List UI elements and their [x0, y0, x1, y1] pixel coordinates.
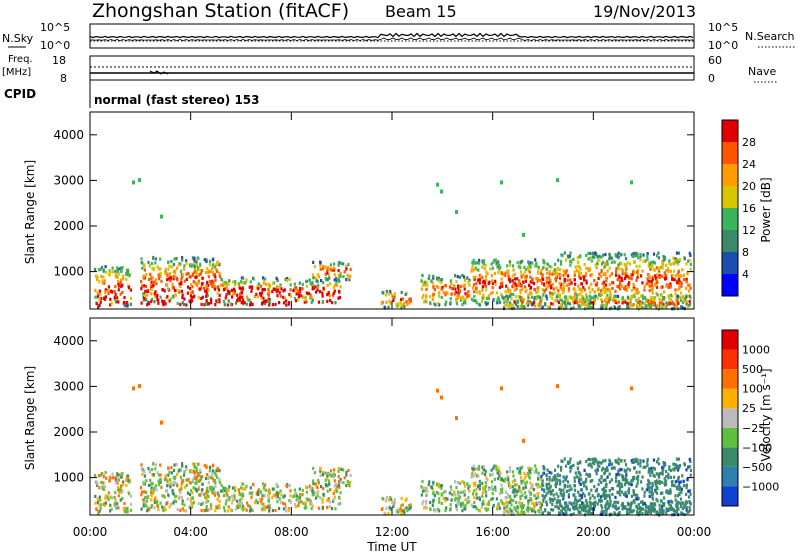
- colorbar-segment: [722, 388, 738, 409]
- colorbar-tick: 500: [742, 363, 763, 376]
- nave-tick-high: 60: [708, 54, 722, 67]
- colorbar-tick: 8: [742, 246, 749, 259]
- y-tick-label: 1000: [53, 471, 84, 485]
- y-tick-label: 2000: [53, 425, 84, 439]
- nsearch-tick-low: 10^0: [708, 39, 738, 52]
- x-tick-label: 12:00: [375, 525, 410, 539]
- colorbar-segment: [722, 447, 738, 467]
- colorbar-segment: [722, 252, 738, 274]
- beam-label: Beam 15: [385, 2, 457, 21]
- colorbar-tick: 1000: [742, 344, 770, 357]
- power-colorbar-label: Power [dB]: [759, 177, 773, 242]
- colorbar-segment: [722, 208, 738, 230]
- velocity-colorbar-label: Velocity [m s⁻¹]: [759, 368, 773, 461]
- nave-tick-low: 0: [708, 72, 715, 85]
- colorbar-tick: −100: [742, 441, 772, 454]
- colorbar-tick: −1000: [742, 480, 779, 493]
- colorbar-tick: 100: [742, 383, 763, 396]
- colorbar-segment: [722, 120, 738, 142]
- colorbar-segment: [722, 408, 738, 428]
- y-tick-label: 3000: [53, 173, 84, 187]
- nsearch-label: N.Search: [745, 30, 795, 43]
- station-title: Zhongshan Station (fitACF): [92, 0, 349, 22]
- colorbar-segment: [722, 274, 738, 296]
- power-echoes: [94, 178, 692, 311]
- colorbar-segment: [722, 142, 738, 164]
- nsearch-tick-high: 10^5: [708, 21, 738, 34]
- freq-nave-panel: Freq. [MHz] 18 8 60 0 Nave: [2, 54, 778, 85]
- freq-tick-low: 8: [60, 72, 67, 85]
- colorbar-segment: [722, 164, 738, 186]
- nsky-tick-low: 10^0: [40, 39, 70, 52]
- colorbar-tick: 16: [742, 202, 756, 215]
- x-tick-label: 00:00: [677, 525, 712, 539]
- freq-label: Freq.: [8, 54, 33, 65]
- freq-tick-high: 18: [52, 54, 66, 67]
- colorbar-tick: 28: [742, 136, 756, 149]
- power-panel: 1000 2000 3000 4000 Slant Range [km] 28 24 20…: [23, 111, 773, 311]
- cpid-label: CPID: [4, 87, 36, 101]
- x-tick-label: 04:00: [173, 525, 208, 539]
- x-tick-label: 00:00: [73, 525, 108, 539]
- x-axis-title: Time UT: [366, 540, 417, 554]
- y-tick-label: 2000: [53, 219, 84, 233]
- nsky-tick-high: 10^5: [40, 21, 70, 34]
- colorbar-segment: [722, 486, 738, 506]
- y-tick-label: 1000: [53, 265, 84, 279]
- colorbar-segment: [722, 466, 738, 487]
- colorbar-tick: 12: [742, 224, 756, 237]
- y-tick-label: 4000: [53, 128, 84, 142]
- colorbar-tick: 4: [742, 268, 749, 281]
- colorbar-segment: [722, 330, 738, 350]
- freq-unit: [MHz]: [2, 67, 31, 78]
- x-tick-label: 16:00: [475, 525, 510, 539]
- velocity-panel: 1000 2000 3000 4000 Slant Range [km] 1000 50…: [23, 317, 779, 517]
- nave-label: Nave: [748, 65, 776, 78]
- power-colorbar: 28 24 20 16 12 8 4: [721, 119, 756, 297]
- velocity-ylabel: Slant Range [km]: [23, 366, 37, 470]
- colorbar-segment: [722, 369, 738, 389]
- sky-noise-panel: N.Sky 10^5 10^0 10^5 10^0 N.Search: [2, 21, 796, 52]
- date-label: 19/Nov/2013: [593, 2, 696, 21]
- colorbar-tick: −500: [742, 461, 772, 474]
- colorbar-segment: [722, 186, 738, 208]
- power-ylabel: Slant Range [km]: [23, 160, 37, 264]
- y-tick-label: 3000: [53, 379, 84, 393]
- x-tick-label: 08:00: [274, 525, 309, 539]
- y-tick-label: 4000: [53, 334, 84, 348]
- colorbar-tick: −25: [742, 422, 765, 435]
- velocity-echoes: [94, 384, 692, 517]
- colorbar-tick: 20: [742, 180, 756, 193]
- colorbar-tick: 25: [742, 402, 756, 415]
- velocity-colorbar: 1000 500 100 25 −25 −100 −500 −1000: [721, 329, 779, 507]
- x-tick-label: 20:00: [576, 525, 611, 539]
- colorbar-segment: [722, 230, 738, 252]
- colorbar-segment: [722, 349, 738, 370]
- colorbar-segment: [722, 427, 738, 448]
- colorbar-tick: 24: [742, 158, 756, 171]
- nsky-label: N.Sky: [2, 32, 34, 45]
- cpid-text: normal (fast stereo) 153: [94, 93, 260, 107]
